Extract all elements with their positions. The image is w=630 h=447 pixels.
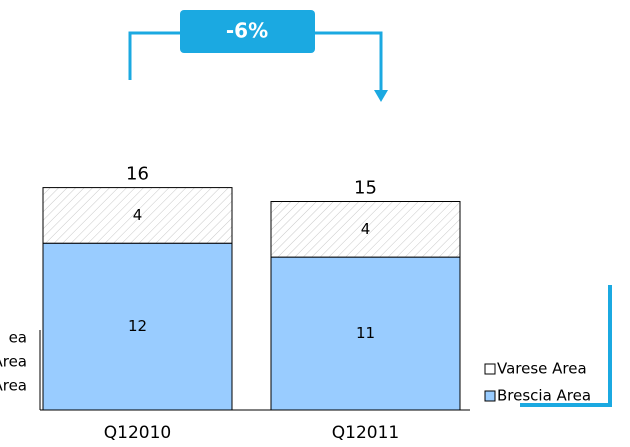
decoration (520, 285, 612, 407)
value-label: 4 (361, 220, 371, 238)
annotation-text: -6% (226, 19, 268, 43)
arrow-head (374, 90, 388, 102)
clipped-label: Area (0, 377, 27, 395)
legend-swatch (484, 390, 496, 402)
bar-segment (270, 201, 461, 258)
total-label: 16 (126, 164, 149, 185)
legend-swatch (484, 363, 496, 375)
change-annotation: -6% (128, 10, 388, 102)
bar-segment (270, 256, 461, 411)
clipped-label: Area (0, 353, 27, 371)
arrow-line (128, 31, 182, 80)
legend-label: Brescia Area (497, 387, 591, 405)
x-tick-label: Q12010 (104, 423, 171, 443)
value-label: 11 (356, 324, 375, 342)
annotation-box (180, 10, 315, 53)
total-label: 15 (354, 178, 377, 199)
bar-segment (42, 242, 233, 411)
x-tick-label: Q12011 (332, 423, 399, 443)
legend-label: Varese Area (497, 360, 587, 378)
clipped-label: ea (9, 329, 27, 347)
arrow-line (313, 31, 383, 92)
bar-segment (42, 187, 233, 244)
value-label: 12 (128, 317, 147, 335)
value-label: 4 (133, 206, 143, 224)
